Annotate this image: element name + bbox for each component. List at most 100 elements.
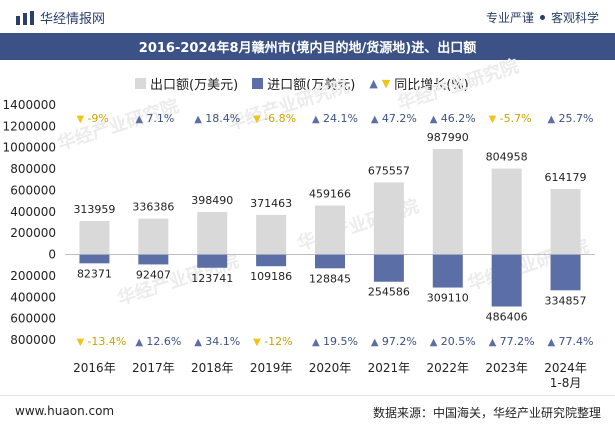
import-swatch-icon xyxy=(252,78,264,89)
legend: 出口额(万美元) 进口额(万美元) ▲ ▼ 同比增长(%) xyxy=(135,74,469,93)
x-tick-label: 2017年 xyxy=(132,361,175,375)
x-tick-label: 2018年 xyxy=(191,361,234,375)
export-bar xyxy=(138,218,169,255)
export-bar xyxy=(256,214,287,255)
import-yoy-label: 19.5% xyxy=(323,335,358,348)
down-triangle-icon: ▼ xyxy=(489,114,497,125)
import-value-label: 82371 xyxy=(77,267,112,280)
up-triangle-icon: ▲ xyxy=(135,337,143,348)
export-swatch-icon xyxy=(135,78,146,89)
up-triangle-icon: ▲ xyxy=(430,337,438,348)
y-tick-label: 200000 xyxy=(10,226,56,240)
import-bar xyxy=(491,254,522,307)
y-tick-label: 800000 xyxy=(10,162,56,176)
y-tick-label: 800000 xyxy=(10,333,56,347)
legend-export-label: 出口额(万美元) xyxy=(150,78,239,93)
import-yoy-label: 97.2% xyxy=(382,335,417,348)
legend-import[interactable]: 进口额(万美元) xyxy=(252,74,355,93)
legend-yoy-label: 同比增长(%) xyxy=(394,78,469,93)
export-value-label: 675557 xyxy=(368,164,410,177)
export-yoy-label: -6.8% xyxy=(264,112,296,125)
up-triangle-icon: ▲ xyxy=(489,337,497,348)
import-yoy-label: -12% xyxy=(264,335,292,348)
export-yoy-label: 24.1% xyxy=(323,112,358,125)
up-triangle-icon: ▲ xyxy=(312,114,320,125)
y-tick-label: 0 xyxy=(48,248,56,262)
footer-site[interactable]: www.huaon.com xyxy=(15,404,115,418)
y-tick-label: 400000 xyxy=(10,290,56,304)
export-bar xyxy=(197,211,228,255)
export-bar xyxy=(79,221,110,255)
export-yoy-label: -9% xyxy=(87,112,108,125)
export-value-label: 398490 xyxy=(191,194,233,207)
legend-import-label: 进口额(万美元) xyxy=(267,78,356,93)
export-value-label: 313959 xyxy=(73,203,115,216)
import-bar xyxy=(256,254,287,267)
export-value-label: 614179 xyxy=(545,171,587,184)
watermark-text: 华经产业研究院 xyxy=(225,75,352,135)
x-tick-label: 2019年 xyxy=(250,361,293,375)
export-yoy-label: 25.7% xyxy=(559,112,594,125)
chart-title: 2016-2024年8月赣州市(境内目的地/货源地)进、出口额 xyxy=(0,33,615,60)
down-triangle-icon: ▼ xyxy=(253,337,261,348)
export-yoy-label: -5.7% xyxy=(500,112,532,125)
separator-dot-icon xyxy=(539,15,545,20)
up-triangle-icon: ▲ xyxy=(194,337,202,348)
import-bar xyxy=(138,254,169,265)
brand[interactable]: 华经情报网 xyxy=(16,8,105,27)
tagline: 专业严谨 客观科学 xyxy=(486,9,599,26)
import-value-label: 92407 xyxy=(136,268,171,281)
down-triangle-icon: ▼ xyxy=(76,337,84,348)
import-yoy-label: -13.4% xyxy=(87,335,126,348)
watermark-text: 华经产业研究院 xyxy=(395,55,522,115)
export-yoy-label: 18.4% xyxy=(205,112,240,125)
export-bar xyxy=(491,168,522,255)
import-bar xyxy=(550,254,581,291)
down-triangle-icon: ▼ xyxy=(381,77,391,90)
logo-icon xyxy=(16,10,34,25)
up-triangle-icon: ▲ xyxy=(430,114,438,125)
import-value-label: 128845 xyxy=(309,272,351,285)
import-yoy-label: 77.4% xyxy=(559,335,594,348)
up-triangle-icon: ▲ xyxy=(548,114,556,125)
up-triangle-icon: ▲ xyxy=(371,337,379,348)
y-tick-label: 600000 xyxy=(10,183,56,197)
import-yoy-label: 34.1% xyxy=(205,335,240,348)
y-tick-label: 1400000 xyxy=(3,98,56,112)
up-triangle-icon: ▲ xyxy=(194,114,202,125)
import-bar xyxy=(197,254,228,268)
down-triangle-icon: ▼ xyxy=(76,114,84,125)
up-triangle-icon: ▲ xyxy=(369,77,378,90)
import-bar xyxy=(79,254,110,264)
import-bar xyxy=(432,254,463,288)
import-bar xyxy=(315,254,345,269)
export-bar xyxy=(315,205,345,255)
legend-export[interactable]: 出口额(万美元) xyxy=(135,74,238,93)
chart-area: 华经产业研究院 华经产业研究院 华经产业研究院华经产业研究院华经产业研究院华经产业研… xyxy=(3,55,595,390)
up-triangle-icon: ▲ xyxy=(371,114,379,125)
tagline-right: 客观科学 xyxy=(550,11,599,25)
x-tick-label: 2022年 xyxy=(427,361,470,375)
brand-name: 华经情报网 xyxy=(40,12,106,27)
export-bar xyxy=(432,149,463,255)
down-triangle-icon: ▼ xyxy=(253,114,261,125)
y-tick-label: 600000 xyxy=(10,312,56,326)
import-value-label: 254586 xyxy=(368,286,410,299)
legend-yoy[interactable]: ▲ ▼ 同比增长(%) xyxy=(369,74,468,93)
export-bar xyxy=(373,182,404,255)
import-value-label: 334857 xyxy=(545,294,587,307)
export-value-label: 459166 xyxy=(309,187,351,200)
import-value-label: 123741 xyxy=(191,272,233,285)
import-value-label: 109186 xyxy=(250,270,292,283)
export-bar xyxy=(550,188,581,255)
tagline-left: 专业严谨 xyxy=(485,11,534,25)
export-value-label: 987990 xyxy=(427,131,469,144)
up-triangle-icon: ▲ xyxy=(135,114,143,125)
x-tick-label: 1-8月 xyxy=(550,376,582,390)
x-tick-label: 2020年 xyxy=(309,361,352,375)
footer: www.huaon.com 数据来源：中国海关，华经产业研究院整理 xyxy=(0,395,615,428)
export-yoy-label: 7.1% xyxy=(146,112,174,125)
y-tick-label: 400000 xyxy=(10,205,56,219)
export-yoy-label: 47.2% xyxy=(382,112,417,125)
up-triangle-icon: ▲ xyxy=(548,337,556,348)
